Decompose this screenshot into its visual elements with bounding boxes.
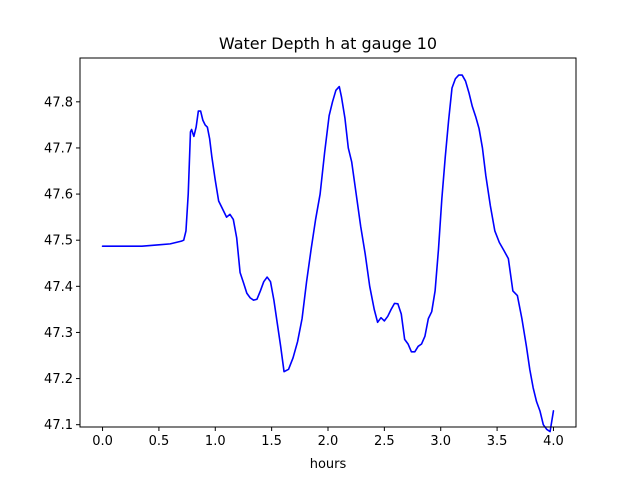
x-tick-label-0: 0.0 (92, 434, 113, 449)
y-tick-label-3: 47.4 (44, 280, 73, 295)
x-tick-label-4: 2.0 (318, 434, 339, 449)
y-tick-label-5: 47.6 (44, 188, 73, 203)
x-tick-label-5: 2.5 (374, 434, 395, 449)
chart-title: Water Depth h at gauge 10 (219, 34, 437, 53)
x-tick-label-2: 1.0 (205, 434, 226, 449)
x-axis: 0.0 0.5 1.0 1.5 2.0 2.5 3.0 3.5 4.0 (92, 427, 564, 449)
x-tick-label-6: 3.0 (430, 434, 451, 449)
series-layer (101, 74, 555, 433)
x-tick-label-3: 1.5 (261, 434, 282, 449)
y-axis: 47.1 47.2 47.3 47.4 47.5 47.6 47.7 47.8 (44, 95, 80, 433)
y-tick-label-6: 47.7 (44, 141, 73, 156)
y-tick-label-4: 47.5 (44, 234, 73, 249)
y-tick-label-1: 47.2 (44, 372, 73, 387)
x-axis-label: hours (310, 457, 347, 472)
x-tick-label-1: 0.5 (149, 434, 170, 449)
y-tick-label-7: 47.8 (44, 95, 73, 110)
y-tick-label-2: 47.3 (44, 326, 73, 341)
y-tick-label-0: 47.1 (44, 418, 73, 433)
x-tick-label-8: 4.0 (543, 434, 564, 449)
x-tick-label-7: 3.5 (487, 434, 508, 449)
series-line-0 (101, 74, 555, 433)
